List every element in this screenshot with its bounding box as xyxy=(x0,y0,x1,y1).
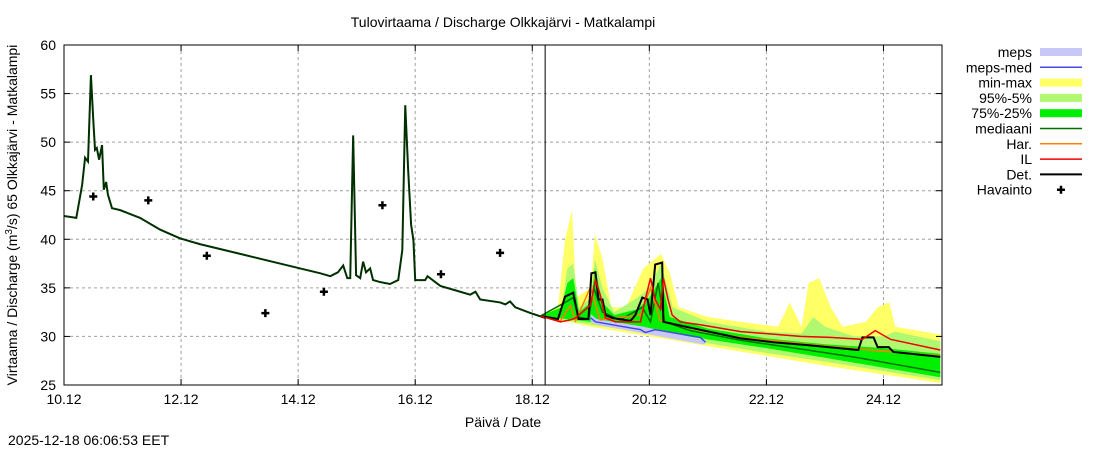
chart-title: Tulovirtaama / Discharge Olkkajärvi - Ma… xyxy=(351,14,655,30)
x-tick-label: 20.12 xyxy=(632,391,667,407)
observation-point xyxy=(261,309,270,318)
legend-swatch-minmax xyxy=(1040,78,1082,87)
x-tick-label: 10.12 xyxy=(46,391,81,407)
legend-label-det: Det. xyxy=(1006,166,1032,182)
y-axis-label: Virtaama / Discharge (m3/s) 65 Olkkajärv… xyxy=(4,45,20,386)
legend-label-minmax: min-max xyxy=(978,75,1032,91)
y-tick-label: 40 xyxy=(40,231,56,247)
observation-point xyxy=(378,201,387,210)
series-meps_med xyxy=(590,317,707,343)
x-tick-label: 22.12 xyxy=(749,391,784,407)
legend-label-median: mediaani xyxy=(975,121,1032,137)
observation-point xyxy=(202,251,211,260)
legend-label-p75: 75%-25% xyxy=(971,105,1032,121)
legend: mepsmeps-medmin-max95%-5%75%-25%mediaani… xyxy=(966,44,1082,198)
band-p75 xyxy=(540,268,941,378)
observation-point xyxy=(496,248,505,257)
x-tick-label: 12.12 xyxy=(164,391,199,407)
timestamp: 2025-12-18 06:06:53 EET xyxy=(8,432,170,448)
legend-swatch-meps xyxy=(1040,48,1082,56)
observation-point xyxy=(144,196,153,205)
legend-swatch-obs xyxy=(1057,185,1065,194)
x-tick-label: 24.12 xyxy=(866,391,901,407)
x-axis-label: Päivä / Date xyxy=(465,414,541,430)
forecast-bands xyxy=(540,210,941,384)
y-tick-label: 50 xyxy=(40,134,56,150)
y-tick-label: 30 xyxy=(40,328,56,344)
y-tick-label: 35 xyxy=(40,280,56,296)
x-tick-label: 18.12 xyxy=(515,391,550,407)
y-tick-label: 45 xyxy=(40,183,56,199)
observation-point xyxy=(436,270,445,279)
grid xyxy=(64,45,942,385)
x-tick-label: 16.12 xyxy=(398,391,433,407)
legend-label-il: IL xyxy=(1020,151,1032,167)
observation-point xyxy=(319,287,328,296)
plot-frame xyxy=(63,44,943,386)
legend-swatch-p75 xyxy=(1040,109,1082,118)
band-meps xyxy=(590,314,706,345)
legend-label-p95: 95%-5% xyxy=(979,90,1032,106)
y-tick-label: 25 xyxy=(40,377,56,393)
legend-label-har: Har. xyxy=(1006,136,1032,152)
legend-label-obs: Havainto xyxy=(977,182,1032,198)
series-il xyxy=(540,277,941,351)
series-history xyxy=(63,75,546,319)
legend-swatch-p95 xyxy=(1040,93,1082,102)
y-tick-label: 55 xyxy=(40,86,56,102)
x-tick-label: 14.12 xyxy=(281,391,316,407)
y-tick-label: 60 xyxy=(40,37,56,53)
legend-label-meps: meps xyxy=(998,44,1032,60)
series-lines xyxy=(63,75,941,374)
observation-point xyxy=(89,192,98,201)
legend-label-meps_med: meps-med xyxy=(966,59,1032,75)
series-det xyxy=(540,261,941,358)
axes: 25 30 35 40 45 50 55 60 10.12 12.12 14.12 16.12 18.1… xyxy=(40,37,943,407)
